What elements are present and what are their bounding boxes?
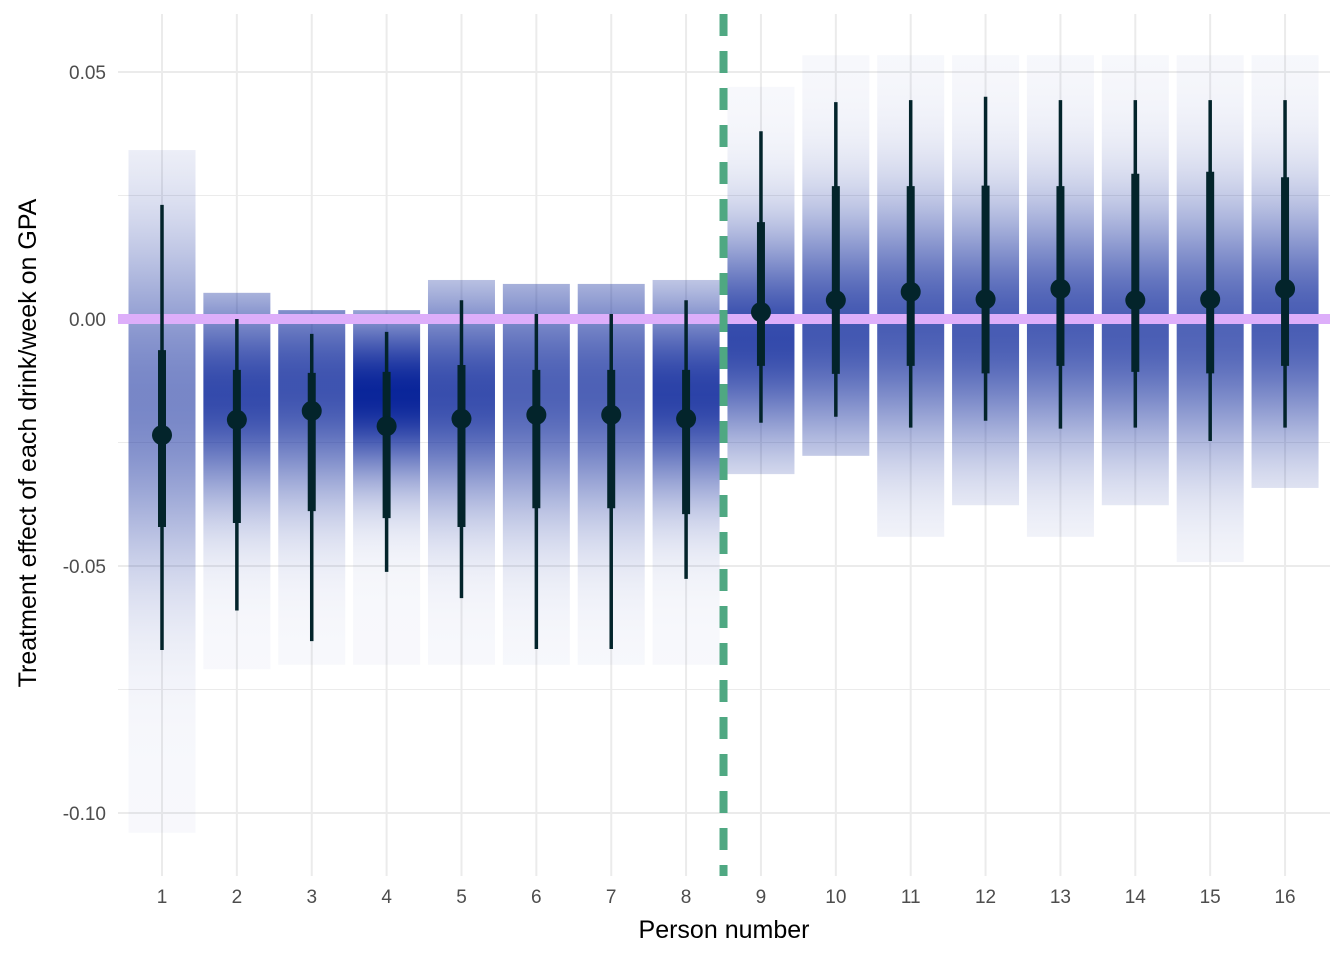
point-estimate-person-9 (750, 302, 771, 323)
x-tick-label: 13 (1050, 887, 1071, 908)
y-axis-label: Treatment effect of each drink/week on G… (14, 198, 42, 687)
point-estimate-person-1 (152, 425, 172, 446)
y-tick-label: -0.05 (63, 557, 106, 578)
point-estimate-person-4 (376, 416, 397, 437)
point-estimate-person-10 (825, 290, 846, 311)
point-estimate-person-2 (226, 409, 247, 430)
point-estimate-person-3 (301, 400, 322, 421)
x-tick-label: 2 (232, 887, 243, 908)
x-tick-label: 11 (901, 887, 921, 908)
point-estimate-person-6 (526, 404, 547, 425)
x-axis-ticks: 1 2 3 4 5 6 7 8 9 10 11 12 13 14 15 16 (157, 887, 1296, 908)
x-tick-label: 9 (756, 887, 767, 908)
y-tick-label: -0.10 (63, 804, 106, 825)
point-estimate-person-15 (1200, 289, 1221, 310)
x-tick-label: 3 (306, 887, 317, 908)
x-tick-label: 12 (975, 887, 996, 908)
y-axis-ticks: 0.05 0.00 -0.05 -0.10 (63, 63, 106, 825)
x-axis-label: Person number (639, 916, 810, 944)
intervals (152, 96, 1296, 650)
point-estimate-person-5 (451, 408, 472, 429)
y-tick-label: 0.00 (69, 310, 106, 331)
x-tick-label: 10 (825, 887, 846, 908)
x-tick-label: 7 (606, 887, 617, 908)
x-tick-label: 6 (531, 887, 542, 908)
point-estimate-person-11 (900, 281, 921, 302)
x-tick-label: 4 (381, 887, 392, 908)
point-estimate-person-7 (601, 404, 622, 425)
point-estimate-person-8 (676, 408, 697, 429)
point-estimate-person-12 (975, 289, 996, 310)
point-estimate-person-14 (1125, 290, 1146, 311)
x-tick-label: 14 (1125, 887, 1147, 908)
x-tick-label: 16 (1274, 887, 1295, 908)
y-tick-label: 0.05 (69, 63, 106, 84)
x-tick-label: 8 (681, 887, 692, 908)
x-tick-label: 5 (456, 887, 467, 908)
point-estimate-person-13 (1050, 278, 1071, 299)
x-tick-label: 1 (157, 887, 168, 908)
point-estimate-person-16 (1275, 278, 1296, 299)
x-tick-label: 15 (1200, 887, 1221, 908)
